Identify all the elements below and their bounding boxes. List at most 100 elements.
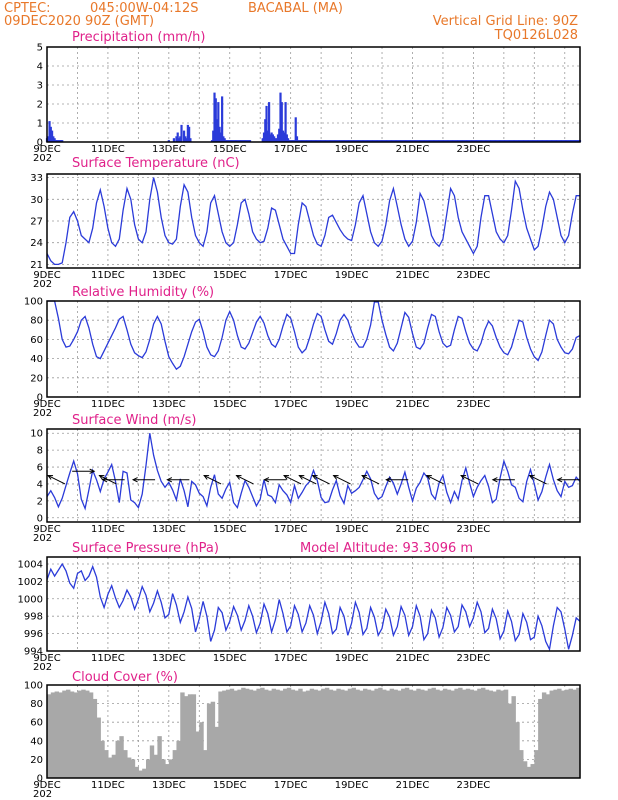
precip-bar (61, 140, 64, 142)
precip-bar (426, 140, 429, 142)
precip-bar (520, 140, 523, 142)
precip-bar (221, 96, 224, 142)
precip-bar (234, 140, 238, 142)
xtick-label: 23DEC (457, 780, 491, 791)
year-stub: 202 (33, 533, 52, 544)
cloud-bar (54, 691, 60, 778)
precip-bar (246, 140, 249, 142)
precip-bar (227, 140, 230, 142)
xtick-label: 21DEC (396, 653, 430, 664)
precip-bar (552, 140, 555, 142)
cloud-bar (568, 688, 573, 778)
cloud-bar (145, 759, 151, 778)
precip-bar (321, 140, 324, 142)
precip-bar (545, 140, 549, 142)
precip-bar (566, 140, 569, 142)
panel-pres: 994 996 998 1000 1002 1004 9DEC 11DEC 13DEC 15DEC… (18, 556, 581, 673)
wind-arrow-head (47, 475, 54, 480)
precip-bar (318, 140, 321, 142)
cloud-bar (305, 690, 311, 778)
precip-bar (189, 138, 192, 142)
precip-bar (265, 105, 268, 142)
cloud-bar (370, 690, 376, 778)
xtick-label: 15DEC (213, 144, 247, 155)
xtick-label: 13DEC (152, 270, 186, 281)
precip-bar (317, 140, 320, 142)
precip-bar (47, 136, 50, 142)
cloud-bar (328, 689, 334, 778)
cloud-bar (435, 689, 440, 778)
precip-bar (424, 140, 427, 142)
xtick-label: 19DEC (335, 524, 369, 535)
xtick-label: 17DEC (274, 270, 308, 281)
precip-bar (355, 140, 358, 142)
xtick-label: 11DEC (91, 524, 125, 535)
precip-bar (523, 140, 526, 142)
precip-bar (439, 140, 442, 142)
wind-arrow (236, 475, 254, 485)
precip-bar (394, 140, 398, 142)
precip-bar (482, 140, 485, 142)
cloud-bar (218, 691, 223, 778)
xtick-label: 13DEC (152, 144, 186, 155)
ytick-label: 5 (37, 43, 43, 54)
xtick-label: 17DEC (274, 780, 308, 791)
ytick-label: 2 (37, 496, 43, 507)
wind-arrow (283, 475, 302, 485)
ytick-label: 3 (37, 81, 43, 92)
cloud-bar (244, 688, 250, 778)
xtick-label: 11DEC (91, 780, 125, 791)
cloud-bar (111, 754, 117, 778)
precip-bar (372, 140, 375, 142)
precip-bar (402, 140, 405, 142)
cloud-bar (309, 688, 315, 778)
precip-bar (449, 140, 452, 142)
precip-bar (507, 140, 511, 142)
precip-bar (331, 140, 334, 142)
precip-bar (575, 140, 578, 142)
precip-bar (186, 124, 189, 142)
cloud-bar (545, 694, 551, 778)
precip-bar (185, 138, 188, 142)
ytick-label: 998 (24, 612, 43, 623)
cloud-bar (302, 691, 307, 778)
precip-bar (167, 140, 170, 142)
precip-bar (451, 140, 455, 142)
precip-bar (377, 140, 380, 142)
ytick-label: 33 (30, 173, 43, 184)
precip-bar (366, 140, 370, 142)
precip-bar (360, 140, 363, 142)
xtick-label: 15DEC (213, 653, 247, 664)
panel-wind: 0 2 4 6 8 10 9DEC 11DEC 13DEC 15DEC 17DEC 19DEC 21DE… (30, 428, 581, 544)
precip-bar (407, 140, 410, 142)
cloud-bar (92, 698, 98, 778)
precip-bar (320, 140, 323, 142)
pressure-title: Surface Pressure (hPa) (72, 541, 219, 556)
cloud-bar (500, 690, 505, 778)
precip-bar (478, 140, 481, 142)
precip-bar (396, 140, 399, 142)
precip-bar (540, 140, 544, 142)
cloud-bar (104, 750, 109, 778)
precip-bar (571, 140, 574, 142)
precip-bar (344, 140, 347, 142)
precip-bar (544, 140, 547, 142)
precip-bar (454, 140, 457, 142)
cloud-bar (180, 692, 185, 778)
precip-bar (302, 140, 305, 142)
precip-bar (392, 140, 395, 142)
precip-bar (215, 119, 219, 142)
cloud-cover-title: Cloud Cover (%) (72, 670, 178, 685)
precip-bar (330, 140, 333, 142)
xtick-label: 9DEC (33, 780, 60, 791)
precip-bar (539, 140, 542, 142)
precip-bar (462, 140, 465, 142)
cloud-bar (134, 766, 139, 778)
precip-bar (214, 98, 217, 142)
precip-bar (530, 140, 533, 142)
cloud-bar (47, 694, 52, 778)
precip-bar (58, 140, 61, 142)
xtick-label: 11DEC (91, 399, 125, 410)
precip-bar (341, 140, 344, 142)
precip-bar (457, 140, 460, 142)
